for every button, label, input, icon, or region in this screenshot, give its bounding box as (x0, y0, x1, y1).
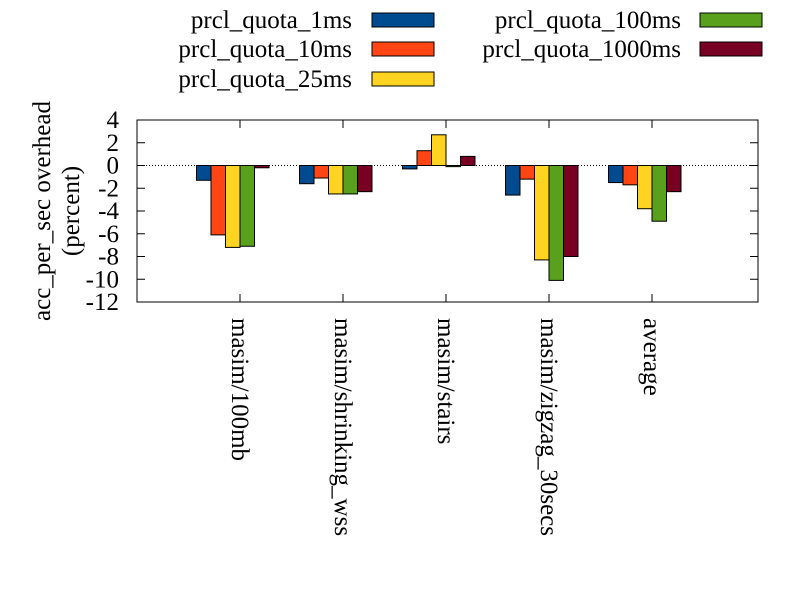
bar-prcl_quota_10ms (210, 165, 226, 236)
bar-prcl_quota_1000ms (357, 165, 373, 193)
bar-prcl_quota_1ms (299, 165, 315, 185)
legend-swatch (371, 41, 435, 57)
y-tick-label: 0 (107, 153, 120, 180)
bar-prcl_quota_1000ms (254, 165, 270, 169)
legend-label: prcl_quota_100ms (495, 7, 681, 34)
y-tick-label: 2 (107, 130, 120, 157)
y-tick-label: -6 (98, 221, 119, 248)
bar-prcl_quota_10ms (313, 165, 329, 179)
legend-swatch (699, 41, 763, 57)
bar-prcl_quota_10ms (622, 165, 638, 186)
legend-swatch (699, 12, 763, 28)
bars (196, 134, 682, 281)
bar-prcl_quota_25ms (328, 165, 344, 195)
bar-prcl_quota_1ms (505, 165, 521, 196)
bar-prcl_quota_1000ms (460, 155, 476, 166)
bar-prcl_quota_1ms (402, 165, 418, 170)
bar-prcl_quota_25ms (225, 165, 241, 248)
bar-prcl_quota_1ms (608, 165, 624, 184)
bar-prcl_quota_100ms (445, 165, 461, 168)
y-tick-label: -2 (98, 175, 119, 202)
y-tick-label: -10 (86, 266, 119, 293)
legend-swatch (371, 71, 435, 87)
bar-prcl_quota_10ms (416, 150, 432, 166)
y-axis-ticks: 420-2-4-6-8-10-12 (86, 107, 758, 316)
bar-prcl_quota_25ms (637, 165, 653, 210)
y-axis-label-line: acc_per_sec overhead (29, 101, 56, 321)
bar-prcl_quota_100ms (548, 165, 564, 281)
legend-label: prcl_quota_10ms (178, 36, 352, 63)
y-tick-label: -12 (86, 289, 119, 316)
x-tick-label: masim/100mb (226, 318, 253, 461)
bar-prcl_quota_1000ms (666, 165, 682, 193)
y-tick-label: -4 (98, 198, 119, 225)
bar-prcl_quota_100ms (239, 165, 255, 247)
x-tick-label: masim/shrinking_wss (329, 318, 356, 536)
legend-swatch (371, 12, 435, 28)
x-axis-ticks (239, 120, 653, 302)
bar-prcl_quota_1000ms (563, 165, 579, 257)
legend-label: prcl_quota_25ms (178, 66, 352, 93)
y-axis-label: acc_per_sec overhead (percent) (29, 101, 85, 321)
x-tick-label: masim/stairs (432, 318, 459, 444)
bar-prcl_quota_25ms (534, 165, 550, 261)
bar-prcl_quota_10ms (519, 165, 535, 180)
legend-label: prcl_quota_1ms (191, 7, 352, 34)
y-tick-label: -8 (98, 244, 119, 271)
x-tick-label: masim/zigzag_30secs (535, 318, 562, 536)
bar-prcl_quota_1ms (196, 165, 212, 181)
plot-frame (136, 119, 759, 303)
bar-prcl_quota_100ms (651, 165, 667, 222)
legend-label: prcl_quota_1000ms (482, 36, 681, 63)
bar-prcl_quota_100ms (342, 165, 358, 195)
x-axis-labels: masim/100mb masim/shrinking_wss masim/stai… (226, 318, 665, 536)
y-tick-label: 4 (107, 107, 120, 134)
bar-prcl_quota_25ms (431, 134, 447, 167)
y-axis-label-line: (percent) (58, 166, 85, 256)
x-tick-label: average (638, 318, 665, 396)
